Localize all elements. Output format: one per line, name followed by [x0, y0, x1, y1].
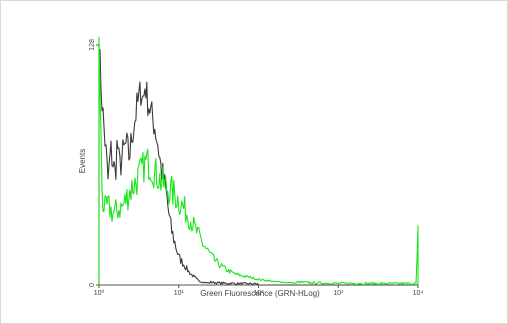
series-layer	[98, 36, 419, 286]
x-tick-label: 10¹	[174, 290, 185, 297]
x-tick-label: 10³	[333, 290, 344, 297]
y-axis-label: Events	[78, 149, 87, 173]
x-axis-label: Green Fluorescence (GRN-HLog)	[200, 289, 320, 298]
axes	[98, 45, 418, 286]
y-tick-label: 0	[89, 283, 96, 287]
series-line-1	[98, 44, 418, 286]
x-tick-label: 10⁴	[413, 290, 424, 297]
ticks: 10⁰ 10¹ 10² 10³ 10⁴ 0 128	[89, 39, 423, 297]
y-tick-label: 128	[89, 39, 96, 51]
x-tick-label: 10⁰	[94, 289, 105, 297]
x-tick-label: 10²	[253, 290, 264, 297]
series-line-2	[98, 36, 419, 286]
